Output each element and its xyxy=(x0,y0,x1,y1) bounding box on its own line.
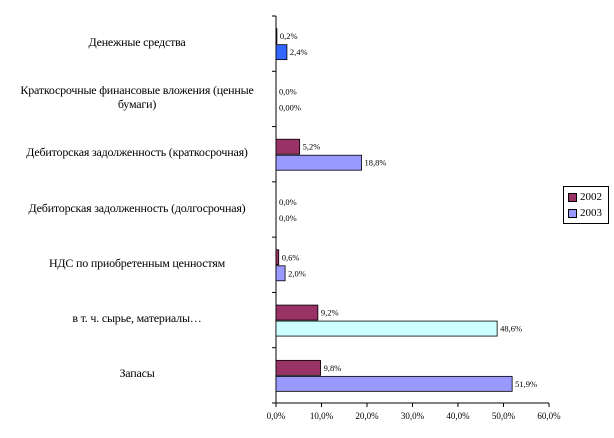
legend-label-2002: 2002 xyxy=(580,191,602,203)
category-label-line: Дебиторская задолженность (долгосрочная) xyxy=(28,200,246,215)
legend-item-2003: 2003 xyxy=(568,206,602,220)
legend-swatch-2002 xyxy=(568,192,577,202)
category-label: НДС по приобретенным ценностям xyxy=(4,256,270,270)
bar-2002-6 xyxy=(275,359,321,376)
data-label-2002-4: 0,6% xyxy=(282,252,300,262)
category-label-line: Дебиторская задолженность (краткосрочная… xyxy=(26,145,248,160)
category-label: в т. ч. сырье, материалы… xyxy=(4,311,270,325)
data-label-2002-0: 0,2% xyxy=(280,31,298,41)
bar-2003-4 xyxy=(275,265,286,282)
category-label-line: бумаги) xyxy=(117,96,157,111)
bar-2003-2 xyxy=(275,154,362,171)
category-label-line: Краткосрочные финансовые вложения (ценны… xyxy=(20,82,254,97)
legend-swatch-2003 xyxy=(568,208,577,218)
x-tick-label: 40,0% xyxy=(446,411,470,421)
x-tick-label: 30,0% xyxy=(401,411,425,421)
data-label-2002-1: 0,0% xyxy=(279,86,297,96)
data-label-2003-6: 51,9% xyxy=(515,379,537,389)
data-label-2003-5: 48,6% xyxy=(500,324,522,334)
category-label: Дебиторская задолженность (долгосрочная) xyxy=(4,201,270,215)
category-label-line: Денежные средства xyxy=(88,34,186,49)
data-label-2003-1: 0,00% xyxy=(279,102,301,112)
x-tick-label: 20,0% xyxy=(355,411,379,421)
x-tick-label: 10,0% xyxy=(310,411,334,421)
bar-2002-5 xyxy=(275,304,319,321)
bar-2002-0 xyxy=(275,28,278,45)
x-tick-label: 60,0% xyxy=(537,411,561,421)
bar-2003-6 xyxy=(275,375,513,392)
category-label-line: в т. ч. сырье, материалы… xyxy=(72,311,202,326)
data-label-2003-0: 2,4% xyxy=(290,47,308,57)
data-label-2002-6: 9,8% xyxy=(324,363,342,373)
category-label: Запасы xyxy=(4,366,270,380)
legend: 2002 2003 xyxy=(563,186,609,224)
data-label-2003-3: 0,0% xyxy=(279,213,297,223)
x-tick-label: 50,0% xyxy=(492,411,516,421)
data-label-2002-3: 0,0% xyxy=(279,197,297,207)
data-label-2002-2: 5,2% xyxy=(303,142,321,152)
data-label-2002-5: 9,2% xyxy=(321,308,339,318)
category-label-line: Запасы xyxy=(119,366,155,381)
data-label-2003-2: 18,8% xyxy=(365,158,387,168)
bar-2003-0 xyxy=(275,44,288,61)
category-label: Краткосрочные финансовые вложения (ценны… xyxy=(4,83,270,111)
category-label-line: НДС по приобретенным ценностям xyxy=(48,255,226,270)
x-tick-label: 0,0% xyxy=(267,411,286,421)
legend-label-2003: 2003 xyxy=(580,207,602,219)
category-label: Дебиторская задолженность (краткосрочная… xyxy=(4,145,270,159)
bar-2002-4 xyxy=(275,249,280,266)
bar-2003-5 xyxy=(275,320,498,337)
bar-2002-2 xyxy=(275,138,301,155)
data-label-2003-4: 2,0% xyxy=(288,268,306,278)
category-label: Денежные средства xyxy=(4,35,270,49)
legend-item-2002: 2002 xyxy=(568,190,602,204)
